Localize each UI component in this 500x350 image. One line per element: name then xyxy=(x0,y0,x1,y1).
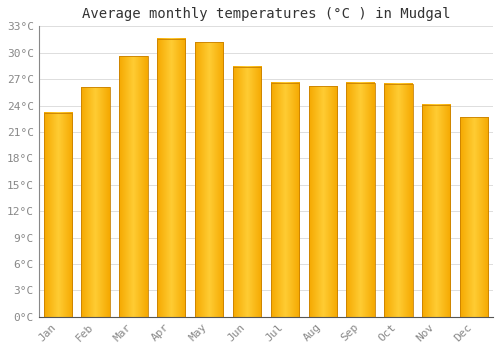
Bar xyxy=(346,83,375,317)
Bar xyxy=(44,113,72,317)
Bar xyxy=(119,56,148,317)
Bar xyxy=(422,105,450,317)
Bar xyxy=(384,84,412,317)
Bar xyxy=(270,83,299,317)
Bar xyxy=(157,38,186,317)
Bar xyxy=(233,67,261,317)
Bar xyxy=(195,42,224,317)
Bar xyxy=(308,86,337,317)
Bar xyxy=(460,117,488,317)
Title: Average monthly temperatures (°C ) in Mudgal: Average monthly temperatures (°C ) in Mu… xyxy=(82,7,450,21)
Bar xyxy=(82,87,110,317)
